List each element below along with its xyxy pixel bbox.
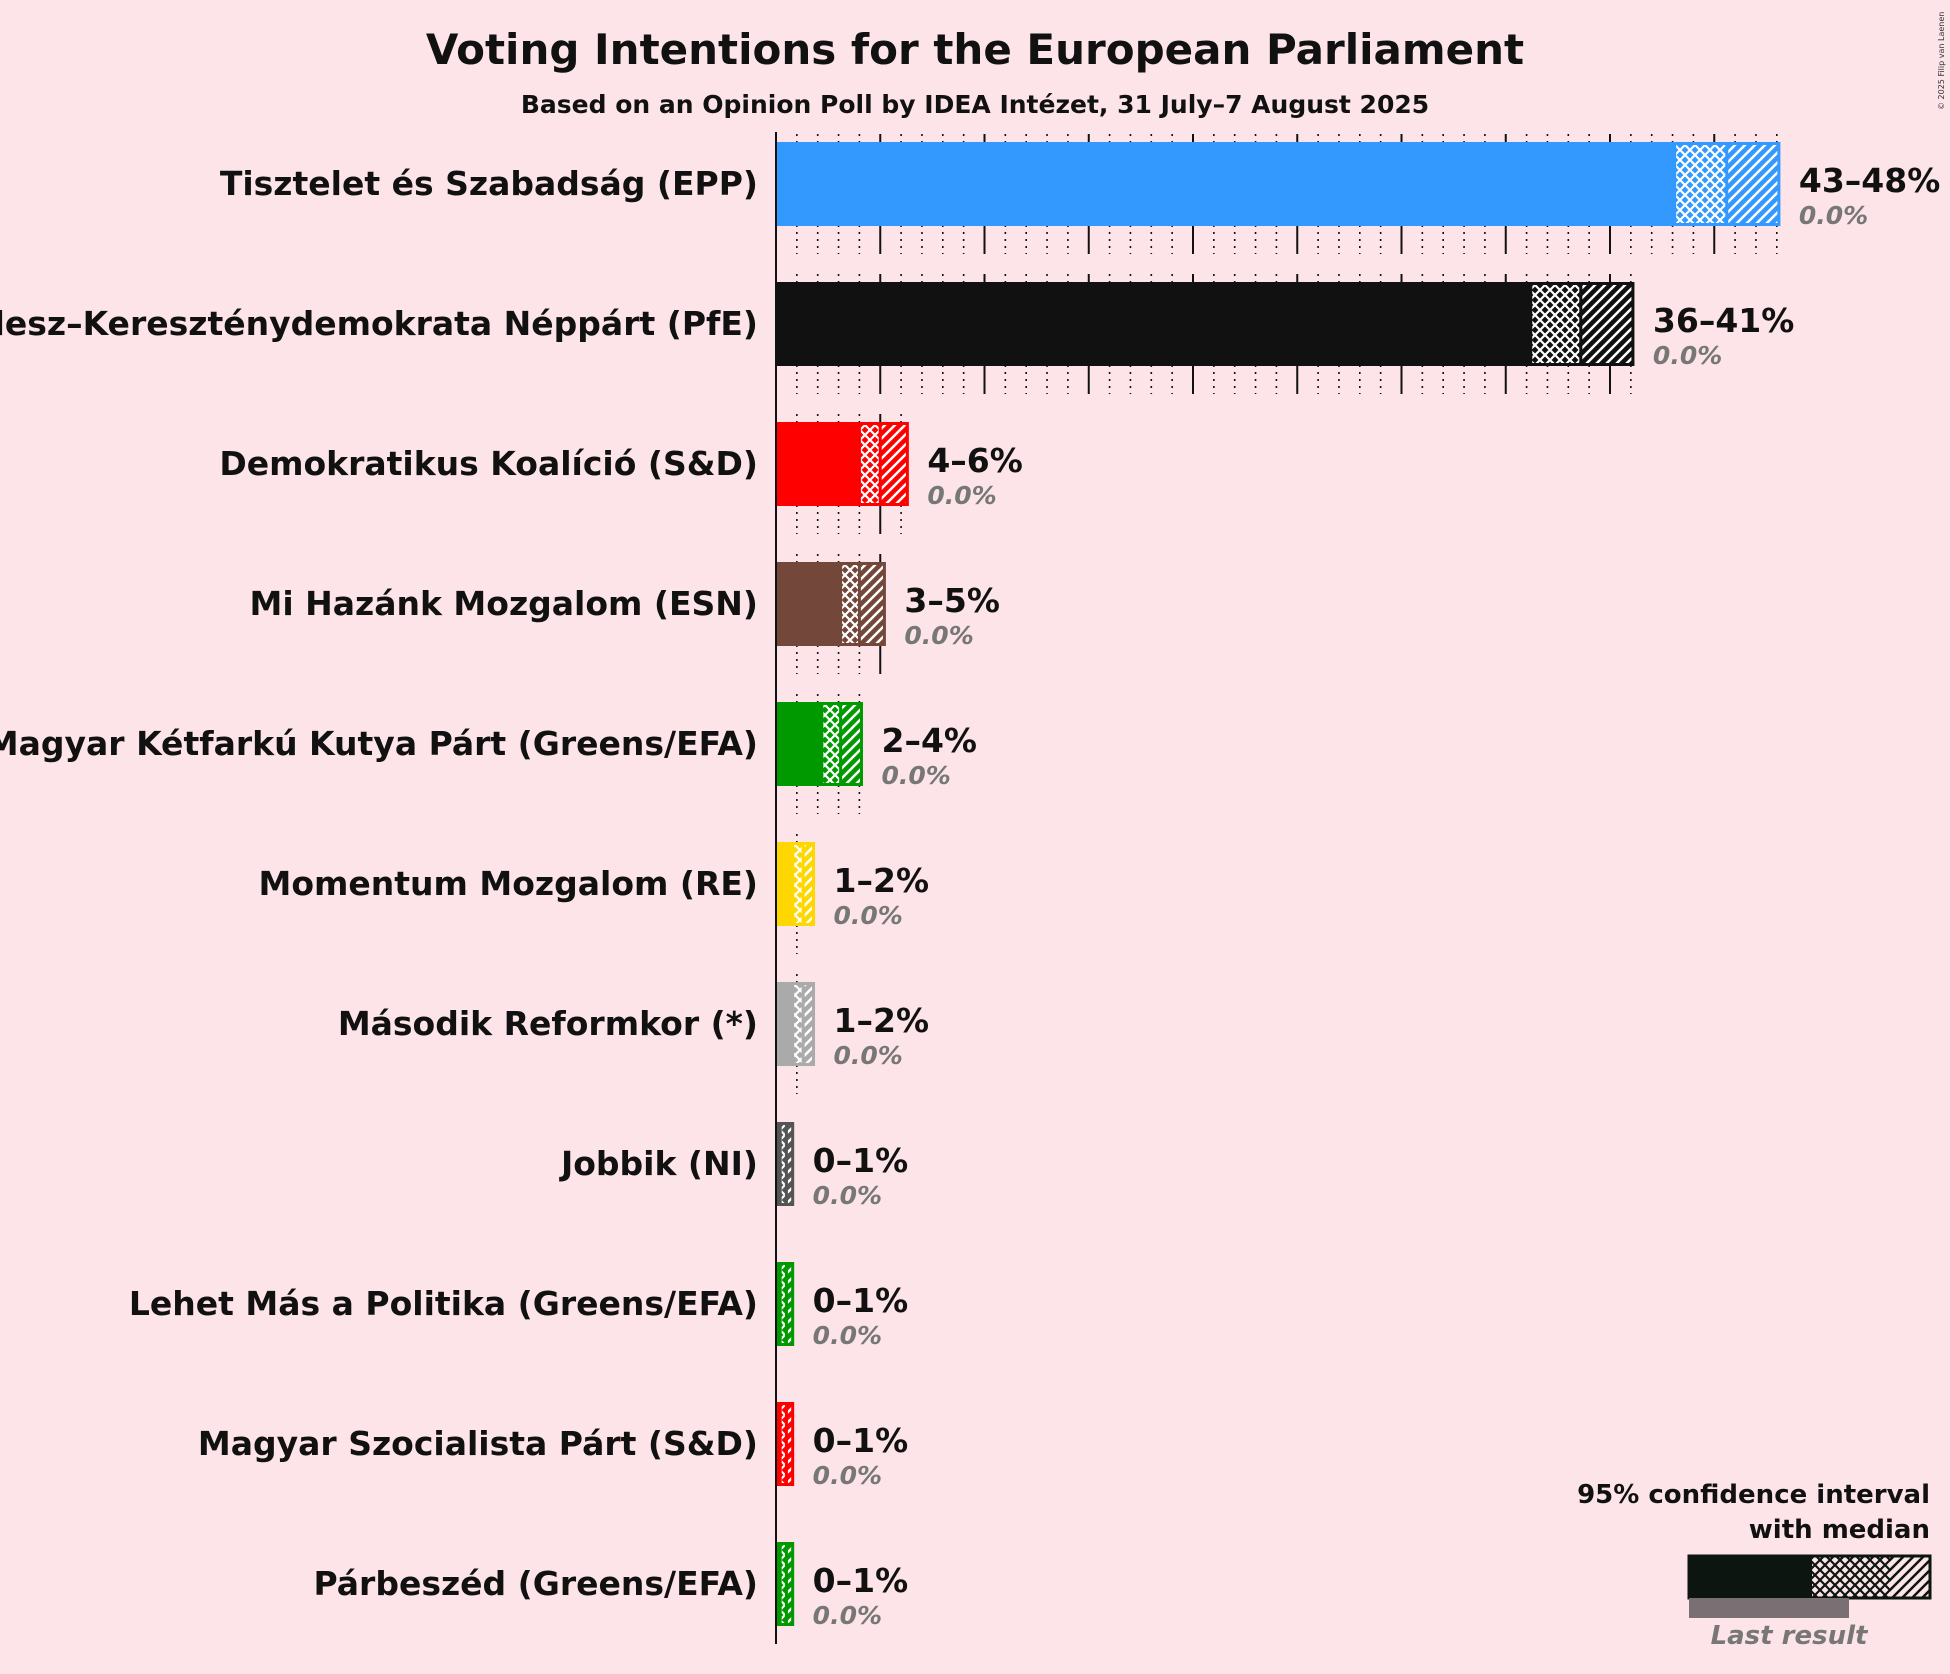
bar-solid-9	[776, 1262, 781, 1346]
bar-ci-upper-pattern-8	[786, 1122, 793, 1206]
range-label-9: 0–1%	[813, 1281, 909, 1320]
bar-ci-lower-pattern-1	[1674, 142, 1727, 226]
party-label-7: Második Reformkor (*)	[338, 1004, 758, 1043]
legend-solid-swatch	[1689, 1556, 1812, 1598]
last-result-label-7: 0.0%	[834, 1041, 903, 1070]
range-label-6: 1–2%	[834, 861, 930, 900]
bar-solid-5	[776, 702, 822, 786]
last-result-label-9: 0.0%	[813, 1321, 882, 1350]
last-result-label-8: 0.0%	[813, 1181, 882, 1210]
party-label-1: Tisztelet és Szabadság (EPP)	[220, 164, 758, 203]
party-label-6: Momentum Mozgalom (RE)	[259, 864, 759, 903]
bar-solid-7	[776, 982, 793, 1066]
bar-solid-11	[776, 1542, 781, 1626]
bar-ci-lower-pattern-5	[821, 702, 841, 786]
range-label-7: 1–2%	[834, 1001, 930, 1040]
bar-solid-6	[776, 842, 793, 926]
bar-ci-lower-pattern-10	[780, 1402, 787, 1486]
last-result-label-6: 0.0%	[834, 901, 903, 930]
legend-last-result-label: Last result	[1711, 1621, 1869, 1651]
legend: 95% confidence interval with median Last…	[1577, 1480, 1932, 1651]
legend-last-result-bar	[1689, 1598, 1849, 1618]
bar-ci-upper-pattern-4	[859, 562, 885, 646]
party-label-8: Jobbik (NI)	[559, 1144, 758, 1183]
range-label-8: 0–1%	[813, 1141, 909, 1180]
bar-ci-lower-pattern-9	[780, 1262, 787, 1346]
range-label-4: 3–5%	[904, 581, 1000, 620]
legend-crosshatch-swatch	[1812, 1556, 1890, 1598]
range-label-2: 36–41%	[1653, 301, 1794, 340]
legend-hatch-swatch	[1890, 1556, 1930, 1598]
range-label-5: 2–4%	[881, 721, 977, 760]
bar-ci-upper-pattern-10	[786, 1402, 793, 1486]
bar-ci-lower-pattern-2	[1530, 282, 1581, 366]
copyright-text: © 2025 Filip van Laenen	[1937, 12, 1946, 110]
bar-solid-1	[776, 142, 1675, 226]
party-label-2: Fidesz–Kereszténydemokrata Néppárt (PfE)	[0, 304, 758, 343]
bar-ci-outline-4	[839, 562, 886, 646]
last-result-label-11: 0.0%	[813, 1601, 882, 1630]
last-result-label-3: 0.0%	[927, 481, 996, 510]
party-label-5: Magyar Kétfarkú Kutya Párt (Greens/EFA)	[0, 724, 758, 763]
last-result-label-1: 0.0%	[1799, 201, 1868, 230]
bar-solid-2	[776, 282, 1531, 366]
bar-ci-upper-pattern-5	[840, 702, 862, 786]
bar-solid-3	[776, 422, 860, 506]
bar-ci-lower-pattern-7	[792, 982, 804, 1066]
chart-title: Voting Intentions for the European Parli…	[426, 25, 1524, 74]
last-result-label-5: 0.0%	[881, 761, 950, 790]
bar-ci-upper-pattern-7	[803, 982, 814, 1066]
bar-ci-lower-pattern-8	[780, 1122, 787, 1206]
bar-ci-upper-pattern-2	[1580, 282, 1633, 366]
party-label-9: Lehet Más a Politika (Greens/EFA)	[129, 1284, 758, 1323]
bar-solid-10	[776, 1402, 781, 1486]
range-label-11: 0–1%	[813, 1561, 909, 1600]
bar-ci-lower-pattern-11	[780, 1542, 787, 1626]
legend-line-2: with median	[1749, 1515, 1930, 1545]
bar-ci-upper-pattern-11	[786, 1542, 793, 1626]
bars: Tisztelet és Szabadság (EPP) 43–48%0.0%Fi…	[0, 142, 1940, 1630]
last-result-label-4: 0.0%	[904, 621, 973, 650]
chart-subtitle: Based on an Opinion Poll by IDEA Intézet…	[521, 90, 1429, 119]
bar-ci-outline-3	[857, 422, 909, 506]
party-label-10: Magyar Szocialista Párt (S&D)	[198, 1424, 758, 1463]
legend-line-1: 95% confidence interval	[1577, 1480, 1930, 1510]
bar-ci-upper-pattern-9	[786, 1262, 793, 1346]
bar-solid-4	[776, 562, 841, 646]
bar-ci-upper-pattern-6	[803, 842, 814, 926]
bar-ci-lower-pattern-4	[840, 562, 860, 646]
range-label-1: 43–48%	[1799, 161, 1940, 200]
bar-ci-upper-pattern-3	[880, 422, 908, 506]
party-label-4: Mi Hazánk Mozgalom (ESN)	[250, 584, 759, 623]
bar-ci-lower-pattern-3	[859, 422, 881, 506]
party-label-11: Párbeszéd (Greens/EFA)	[313, 1564, 758, 1603]
range-label-3: 4–6%	[927, 441, 1023, 480]
range-label-10: 0–1%	[813, 1421, 909, 1460]
party-label-3: Demokratikus Koalíció (S&D)	[219, 444, 758, 483]
bar-ci-upper-pattern-1	[1726, 142, 1779, 226]
bar-solid-8	[776, 1122, 781, 1206]
last-result-label-10: 0.0%	[813, 1461, 882, 1490]
last-result-label-2: 0.0%	[1653, 341, 1722, 370]
bar-ci-lower-pattern-6	[792, 842, 804, 926]
